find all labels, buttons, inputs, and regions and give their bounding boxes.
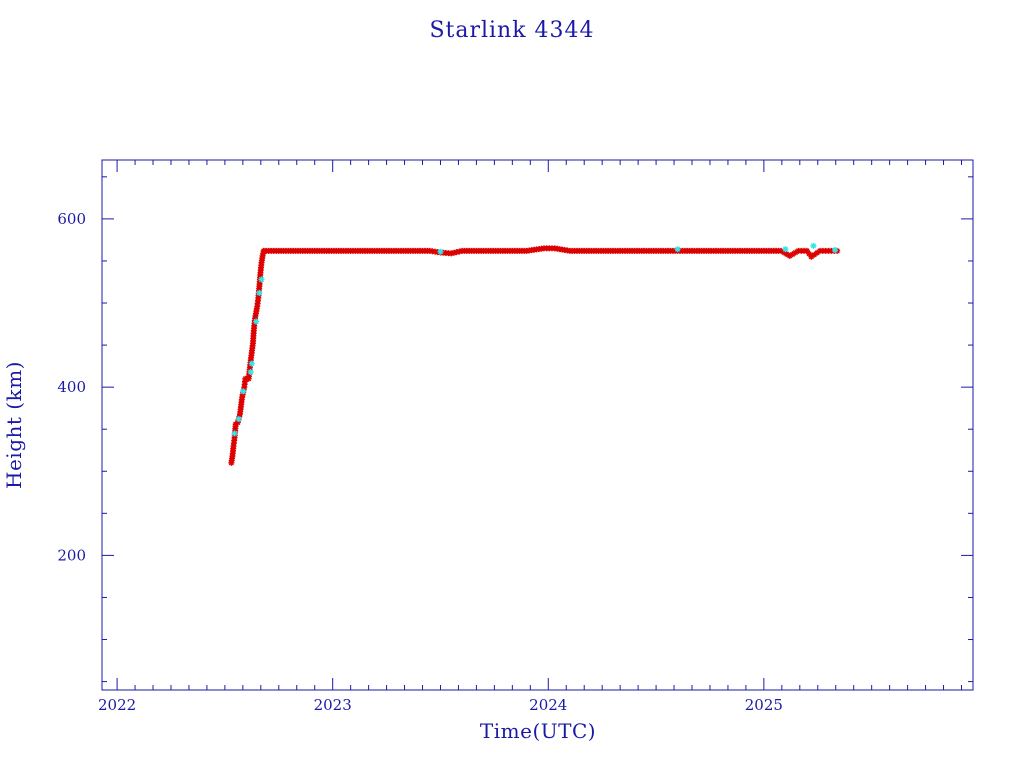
y-tick-label: 200 — [57, 546, 86, 564]
data-point — [253, 318, 260, 325]
data-point — [235, 416, 242, 423]
data-point — [240, 388, 247, 395]
data-point — [810, 242, 817, 249]
axis-ticks — [102, 160, 973, 690]
data-point — [248, 360, 255, 367]
data-point — [782, 246, 789, 253]
x-tick-label: 2023 — [314, 696, 352, 714]
data-point — [674, 246, 681, 253]
x-tick-label: 2024 — [529, 696, 567, 714]
tick-labels: 2022 2023 2024 2025 200 400 600 — [57, 210, 783, 714]
x-tick-label: 2025 — [745, 696, 783, 714]
data-point — [247, 369, 254, 375]
data-points — [228, 242, 841, 466]
data-point — [258, 276, 265, 283]
chart-title: Starlink 4344 — [429, 18, 594, 43]
y-tick-label: 400 — [57, 378, 86, 396]
data-point — [256, 289, 263, 296]
plot-frame — [101, 159, 974, 691]
data-point — [231, 430, 238, 437]
data-point — [832, 247, 839, 254]
x-axis-label: Time(UTC) — [480, 719, 596, 743]
y-axis-label: Height (km) — [2, 361, 26, 489]
data-point — [437, 248, 444, 255]
x-tick-label: 2022 — [98, 696, 136, 714]
y-tick-label: 600 — [57, 210, 86, 228]
